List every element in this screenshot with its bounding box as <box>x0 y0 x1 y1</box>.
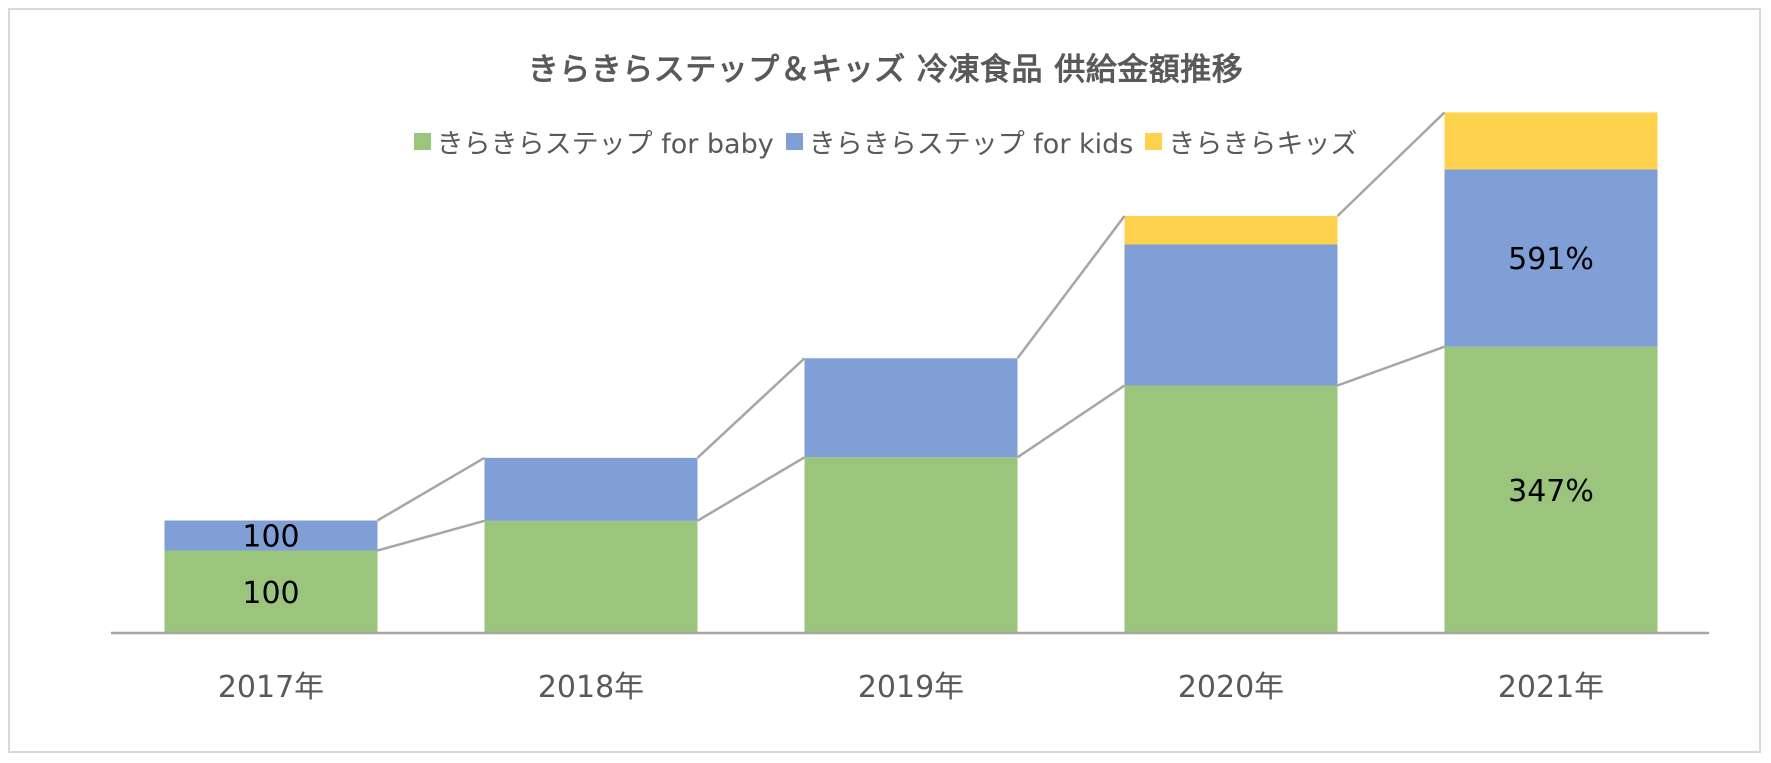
data-label-baby-4: 347% <box>1508 474 1594 509</box>
x-tick-label-3: 2020年 <box>1178 670 1284 705</box>
legend-item-baby: きらきらステップ for baby <box>413 122 774 161</box>
legend: きらきらステップ for baby きらきらステップ for kids きらきら… <box>0 122 1771 161</box>
data-label-kids-4: 591% <box>1508 242 1594 277</box>
bar-baby-1 <box>484 520 698 633</box>
bar-kids-2 <box>804 358 1018 458</box>
x-tick-label-0: 2017年 <box>218 670 324 705</box>
bar-kids-4 <box>1444 169 1658 347</box>
bar-baby-4 <box>1444 346 1658 633</box>
bar-kirakira-kids-3 <box>1124 216 1338 245</box>
legend-swatch-kirakira-kids <box>1145 133 1163 150</box>
data-label-kids-0: 100 <box>242 520 299 555</box>
connector-baby-2 <box>1016 384 1126 459</box>
x-tick-label-1: 2018年 <box>538 670 644 705</box>
connector-baby-3 <box>1337 345 1445 387</box>
legend-item-kirakira-kids: きらきらキッズ <box>1145 122 1357 161</box>
bar-baby-3 <box>1124 385 1338 633</box>
bar-kirakira-kids-4 <box>1444 112 1658 170</box>
legend-swatch-baby <box>413 133 431 150</box>
legend-label-baby: きらきらステップ for baby <box>436 129 774 160</box>
legend-swatch-kids <box>785 133 803 150</box>
bar-kids-0 <box>164 520 378 551</box>
connector-baby-1 <box>696 456 806 522</box>
connector-baby-0 <box>377 519 485 552</box>
data-label-baby-0: 100 <box>242 576 299 611</box>
legend-item-kids: きらきらステップ for kids <box>785 122 1134 161</box>
connector-total-2 <box>1016 215 1126 360</box>
bar-kids-1 <box>484 457 698 521</box>
bar-baby-2 <box>804 457 1018 633</box>
connector-total-0 <box>376 456 486 522</box>
x-tick-label-2: 2019年 <box>858 670 964 705</box>
bar-baby-0 <box>164 550 378 633</box>
chart-title: きらきらステップ＆キッズ 冷凍食品 供給金額推移 <box>527 52 1244 88</box>
x-tick-label-4: 2021年 <box>1498 670 1604 705</box>
connector-total-1 <box>696 357 806 459</box>
legend-label-kirakira-kids: きらきらキッズ <box>1168 129 1358 160</box>
legend-label-kids: きらきらステップ for kids <box>808 129 1134 160</box>
connector-total-3 <box>1336 111 1446 217</box>
bar-kids-3 <box>1124 244 1338 386</box>
